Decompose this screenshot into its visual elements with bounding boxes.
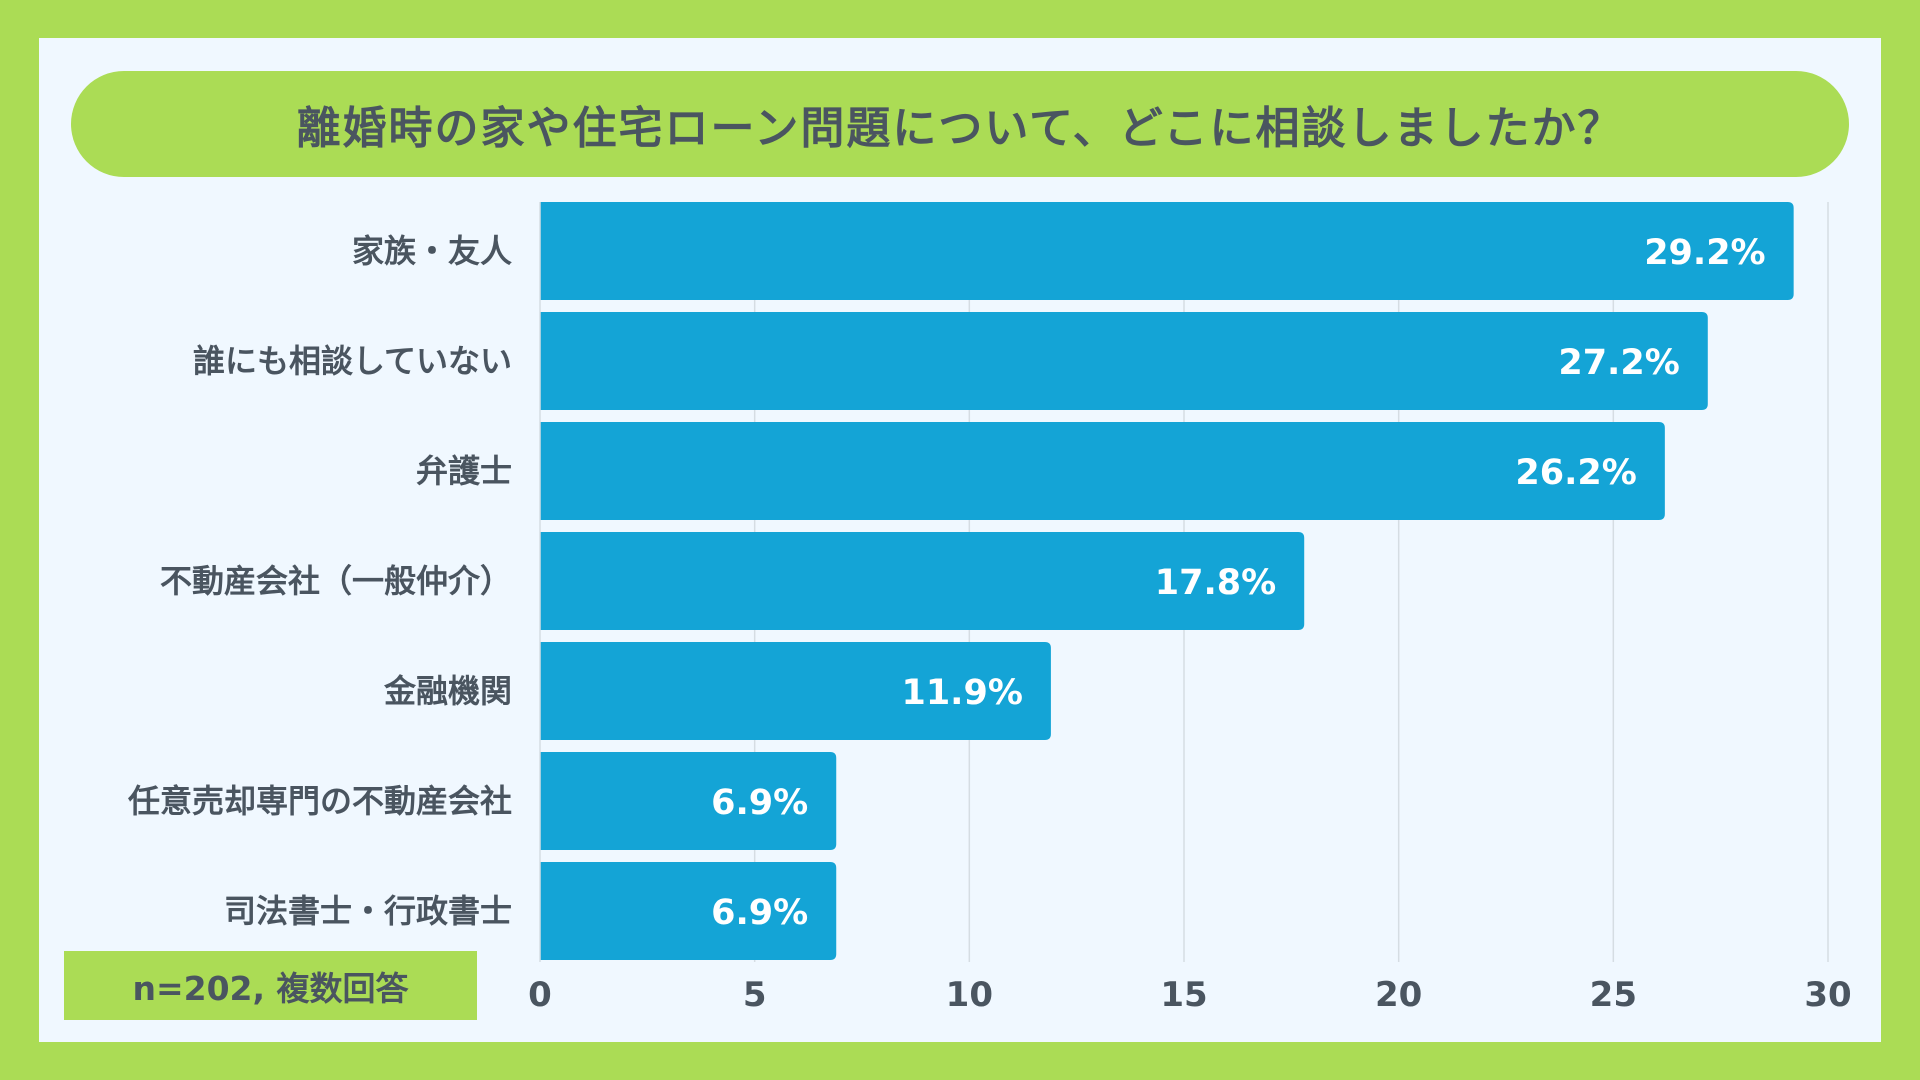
category-label: 誰にも相談していない — [193, 342, 512, 380]
x-tick-label: 15 — [1160, 975, 1207, 1015]
bar — [540, 532, 1305, 630]
category-label: 金融機関 — [383, 672, 512, 710]
x-tick-label: 20 — [1375, 975, 1422, 1015]
data-label: 6.9% — [711, 893, 808, 933]
bar — [540, 642, 1051, 740]
chart-title: 離婚時の家や住宅ローン問題について、どこに相談しましたか？ — [71, 71, 1849, 177]
x-tick-label: 5 — [743, 975, 767, 1015]
x-tick-label: 30 — [1804, 975, 1851, 1015]
x-tick-label: 0 — [528, 975, 552, 1015]
x-tick-label: 25 — [1590, 975, 1637, 1015]
category-label: 司法書士・行政書士 — [224, 892, 512, 930]
data-label: 17.8% — [1155, 563, 1276, 603]
bar — [540, 202, 1794, 300]
category-label: 不動産会社（一般仲介） — [160, 562, 512, 600]
category-label: 弁護士 — [416, 452, 512, 490]
data-label: 27.2% — [1558, 343, 1679, 383]
x-tick-label: 10 — [946, 975, 993, 1015]
data-label: 26.2% — [1515, 453, 1636, 493]
bar — [540, 862, 837, 960]
category-label: 任意売却専門の不動産会社 — [128, 782, 512, 820]
sample-note: n=202, 複数回答 — [64, 951, 477, 1020]
bar — [540, 422, 1665, 520]
bar — [540, 312, 1708, 410]
bar — [540, 752, 837, 850]
data-label: 11.9% — [901, 673, 1022, 713]
category-label: 家族・友人 — [352, 232, 512, 270]
data-label: 6.9% — [711, 783, 808, 823]
data-label: 29.2% — [1644, 233, 1765, 273]
